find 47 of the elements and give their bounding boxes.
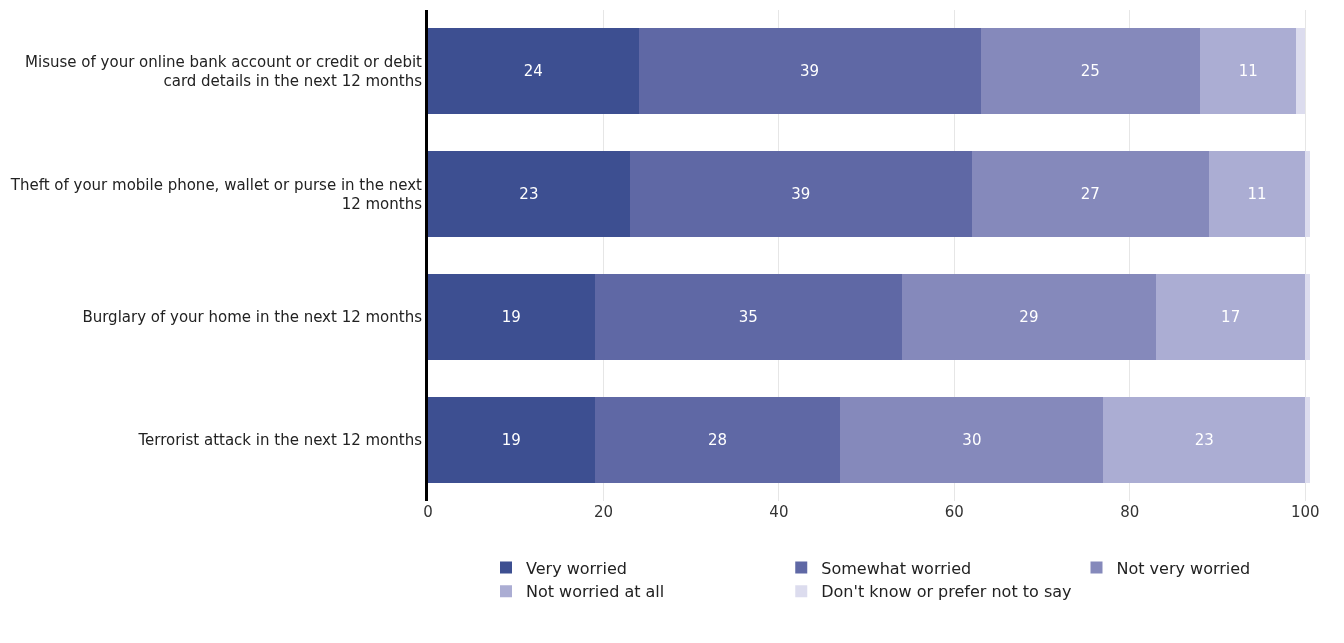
bar: [901, 273, 1157, 360]
legend-label: Not worried at all: [526, 582, 665, 602]
x-tick-label: 20: [593, 503, 613, 521]
legend-label: Very worried: [526, 558, 627, 578]
bar: [1208, 151, 1306, 238]
bar: [428, 273, 595, 360]
bar: [428, 28, 639, 115]
data-label: 19: [501, 307, 521, 326]
data-label: 28: [707, 430, 728, 449]
x-tick-label: 100: [1290, 503, 1320, 521]
data-label: 35: [738, 307, 758, 326]
legend-label: Somewhat worried: [821, 558, 972, 578]
legend-label: Don't know or prefer not to say: [821, 582, 1072, 602]
bar: [428, 396, 595, 483]
x-tick-label: 0: [423, 503, 433, 521]
data-label: 23: [1194, 430, 1214, 449]
x-tick-label: 80: [1120, 503, 1140, 521]
bar: [1103, 396, 1306, 483]
data-label: 11: [1238, 62, 1258, 81]
bar: [971, 151, 1209, 238]
x-tick-label: 60: [944, 503, 964, 521]
data-label: 27: [1080, 185, 1100, 204]
data-label: 30: [962, 430, 982, 449]
data-label: 23: [519, 185, 539, 204]
y-tick-label: Misuse of your online bank account or credit or debit card details in the next 12 months: [25, 52, 423, 91]
data-label: 25: [1080, 62, 1100, 81]
bar: [638, 28, 981, 115]
bar: [428, 151, 630, 238]
data-label: 11: [1247, 185, 1267, 204]
x-tick-label: 40: [769, 503, 789, 521]
data-label: 24: [523, 62, 543, 81]
data-label: 17: [1221, 307, 1241, 326]
y-tick-label: Theft of your mobile phone, wallet or purse in the next 12 months: [9, 175, 423, 214]
y-tick-label: Terrorist attack in the next 12 months: [137, 430, 423, 449]
data-label: 39: [791, 185, 811, 204]
bar: [1199, 28, 1297, 115]
bar: [840, 396, 1104, 483]
bar: [629, 151, 972, 238]
y-tick-label: Burglary of your home in the next 12 months: [82, 308, 423, 327]
data-label: 19: [501, 430, 521, 449]
bar: [1156, 273, 1306, 360]
bar: [980, 28, 1200, 115]
data-label: 39: [800, 62, 820, 81]
data-label: 29: [1019, 307, 1039, 326]
bar: [594, 396, 841, 483]
bar: [594, 273, 902, 360]
legend-label: Not very worried: [1116, 558, 1251, 578]
